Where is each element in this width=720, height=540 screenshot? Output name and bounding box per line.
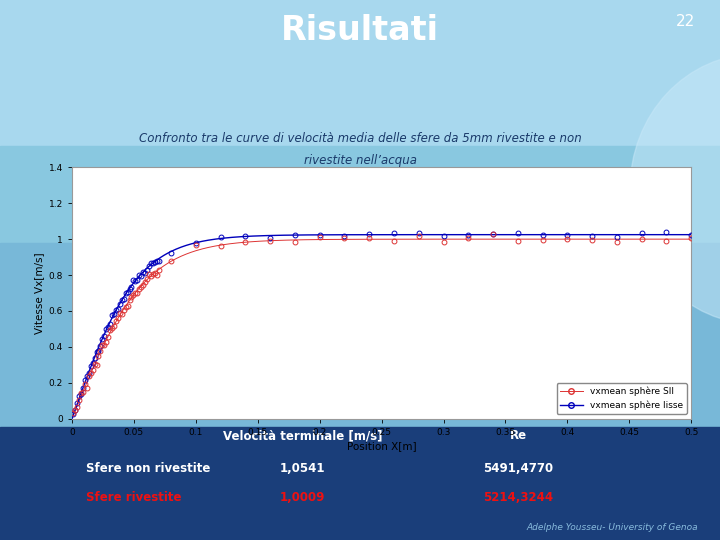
X-axis label: Position X[m]: Position X[m] bbox=[347, 441, 416, 451]
Text: Sfere rivestite: Sfere rivestite bbox=[86, 491, 182, 504]
Text: 1,0541: 1,0541 bbox=[279, 462, 325, 475]
Bar bbox=[0, 146, 720, 243]
Y-axis label: Vitesse Vx[m/s]: Vitesse Vx[m/s] bbox=[35, 252, 45, 334]
Legend: vxmean sphère SII, vxmean sphère lisse: vxmean sphère SII, vxmean sphère lisse bbox=[557, 383, 687, 414]
Text: 1,0009: 1,0009 bbox=[279, 491, 325, 504]
Bar bbox=[0, 427, 720, 540]
Bar bbox=[0, 0, 720, 146]
Ellipse shape bbox=[630, 54, 720, 324]
Text: Sfere non rivestite: Sfere non rivestite bbox=[86, 462, 211, 475]
Text: Re: Re bbox=[510, 429, 527, 442]
Text: 5214,3244: 5214,3244 bbox=[483, 491, 554, 504]
Text: Risultati: Risultati bbox=[281, 14, 439, 46]
Text: 5491,4770: 5491,4770 bbox=[483, 462, 554, 475]
Text: Velocità terminale [m/s]: Velocità terminale [m/s] bbox=[222, 429, 382, 442]
Bar bbox=[0, 243, 720, 427]
Text: rivestite nell’acqua: rivestite nell’acqua bbox=[304, 154, 416, 167]
Text: Adelphe Yousseu- University of Genoa: Adelphe Yousseu- University of Genoa bbox=[527, 523, 698, 532]
Text: 22: 22 bbox=[675, 14, 695, 29]
Text: Confronto tra le curve di velocità media delle sfere da 5mm rivestite e non: Confronto tra le curve di velocità media… bbox=[139, 132, 581, 145]
